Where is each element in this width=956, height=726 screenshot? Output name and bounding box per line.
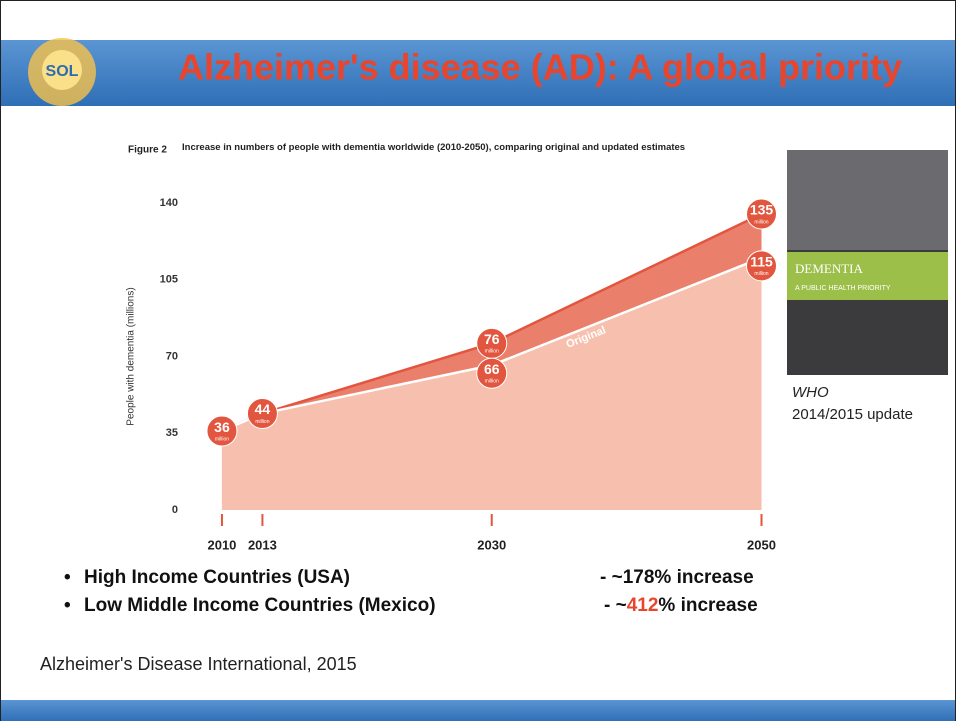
bullet-text: High Income Countries (USA)	[84, 567, 350, 588]
value-label: 135	[750, 202, 774, 218]
y-tick-label: 140	[160, 197, 178, 209]
value-label: 66	[484, 361, 500, 377]
value-unit: million	[754, 219, 768, 225]
x-tick-label: 2030	[477, 537, 506, 552]
footer-band	[1, 700, 955, 721]
value-unit: million	[255, 419, 269, 425]
value-label: 76	[484, 331, 500, 347]
value-unit: million	[485, 349, 499, 355]
stat-suffix: % increase	[658, 595, 757, 616]
page: SOL Alzheimer's disease (AD): A global p…	[0, 0, 956, 721]
figure-caption: Increase in numbers of people with demen…	[182, 142, 762, 153]
slide: SOL Alzheimer's disease (AD): A global p…	[0, 0, 956, 721]
stat-prefix: - ~	[604, 595, 627, 616]
figure-label: Figure 2	[128, 145, 167, 156]
book-cover: DEMENTIA A PUBLIC HEALTH PRIORITY	[787, 150, 948, 375]
x-tick-label: 2050	[747, 537, 776, 552]
y-tick-label: 70	[166, 350, 178, 362]
value-label: 36	[214, 419, 230, 435]
who-label: WHO	[792, 384, 829, 401]
y-tick-label: 35	[166, 427, 178, 439]
bullet-dot: •	[64, 595, 71, 616]
bullet-dot: •	[64, 567, 71, 588]
value-unit: million	[485, 379, 499, 385]
source: Alzheimer's Disease International, 2015	[40, 654, 357, 674]
y-axis-label: People with dementia (millions)	[126, 287, 137, 425]
stat-number: 178	[623, 567, 655, 588]
cover-subtitle: A PUBLIC HEALTH PRIORITY	[795, 285, 891, 292]
logo-text: SOL	[46, 63, 79, 80]
x-tick-label: 2013	[248, 537, 277, 552]
stat-prefix: - ~	[600, 567, 623, 588]
value-label: 115	[750, 254, 773, 270]
value-label: 44	[255, 401, 271, 417]
value-unit: million	[215, 436, 229, 442]
logo: SOL	[28, 38, 96, 106]
stat-suffix: % increase	[654, 567, 753, 588]
bullet-text: Low Middle Income Countries (Mexico)	[84, 595, 436, 616]
value-unit: million	[754, 271, 768, 277]
slide-title: Alzheimer's disease (AD): A global prior…	[178, 47, 902, 88]
caption-box: Increase in numbers of people with demen…	[182, 142, 762, 176]
x-tick-label: 2010	[207, 537, 236, 552]
cover-title: DEMENTIA	[795, 261, 863, 276]
y-tick-label: 105	[160, 274, 178, 286]
stat-number: 412	[627, 595, 659, 616]
bullet-stat: - ~178% increase	[600, 567, 754, 588]
bullet-stat: - ~412% increase	[604, 595, 758, 616]
y-tick-label: 0	[172, 504, 178, 516]
who-update: 2014/2015 update	[792, 406, 913, 423]
